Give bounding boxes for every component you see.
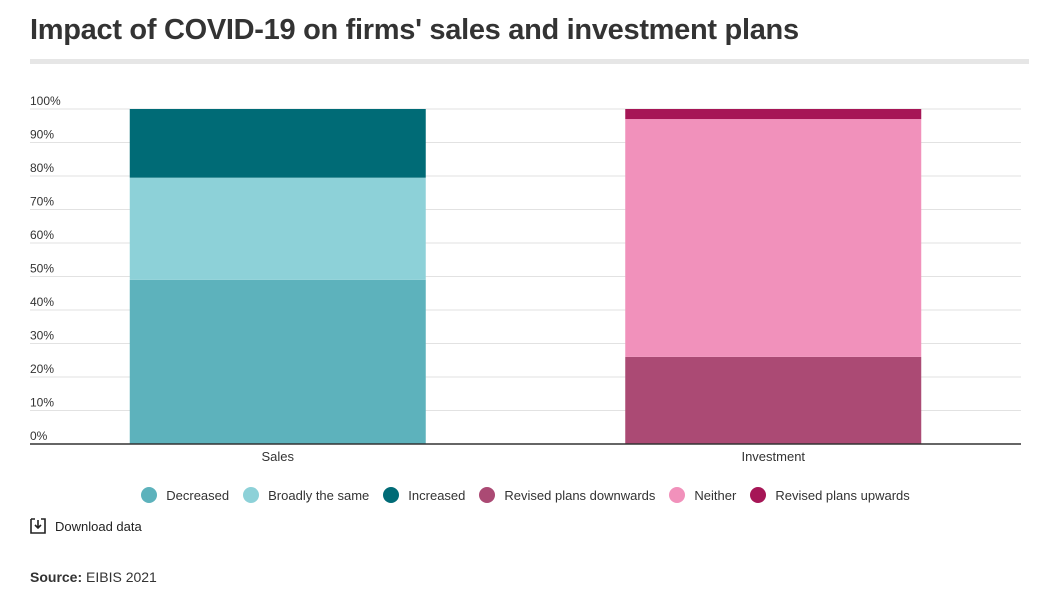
legend-label: Increased (408, 487, 466, 503)
chart-title: Impact of COVID-19 on firms' sales and i… (30, 14, 799, 46)
title-divider (30, 59, 1029, 64)
bar-segment (129, 109, 426, 178)
y-tick-label: 70% (30, 195, 54, 209)
y-tick-label: 40% (30, 295, 54, 309)
legend-swatch (750, 487, 767, 503)
download-icon (30, 518, 46, 534)
x-tick-label: Investment (741, 449, 805, 464)
y-tick-label: 10% (30, 396, 54, 410)
chart-legend: Decreased Broadly the same Increased Revise… (0, 487, 1051, 503)
bar-segment (625, 109, 922, 120)
legend-label: Broadly the same (268, 487, 370, 503)
legend-item[interactable]: Decreased (141, 487, 229, 503)
y-tick-label: 20% (30, 362, 54, 376)
legend-swatch (669, 487, 686, 503)
source-note: Source: EIBIS 2021 (30, 569, 157, 585)
legend-label: Neither (694, 487, 737, 503)
legend-item[interactable]: Increased (383, 487, 465, 503)
legend-swatch (141, 487, 158, 503)
legend-item[interactable]: Revised plans upwards (750, 487, 910, 503)
y-tick-label: 60% (30, 228, 54, 242)
bar-segment (625, 119, 922, 357)
legend-swatch (479, 487, 496, 503)
download-data-label: Download data (55, 518, 142, 534)
y-tick-label: 100% (30, 94, 61, 108)
y-tick-label: 30% (30, 329, 54, 343)
bar-segment (625, 356, 922, 444)
source-text: EIBIS 2021 (86, 569, 157, 585)
legend-swatch (243, 487, 260, 503)
y-tick-label: 90% (30, 128, 54, 142)
legend-item[interactable]: Broadly the same (243, 487, 369, 503)
bar-segment (129, 177, 426, 280)
legend-item[interactable]: Neither (669, 487, 736, 503)
legend-swatch (383, 487, 400, 503)
x-tick-label: Sales (261, 449, 294, 464)
source-label: Source: (30, 569, 83, 585)
legend-label: Revised plans upwards (775, 487, 910, 503)
y-tick-label: 50% (30, 262, 54, 276)
bar-segment (129, 279, 426, 444)
download-data-button[interactable]: Download data (30, 518, 142, 534)
legend-item[interactable]: Revised plans downwards (479, 487, 655, 503)
legend-label: Revised plans downwards (504, 487, 656, 503)
y-tick-label: 80% (30, 161, 54, 175)
stacked-bar-chart: 0% 10% 20% 30% 40% 50% 60% 70% 80% 90% 100% Sales In… (30, 94, 1021, 464)
legend-label: Decreased (166, 487, 230, 503)
y-tick-label: 0% (30, 429, 48, 443)
